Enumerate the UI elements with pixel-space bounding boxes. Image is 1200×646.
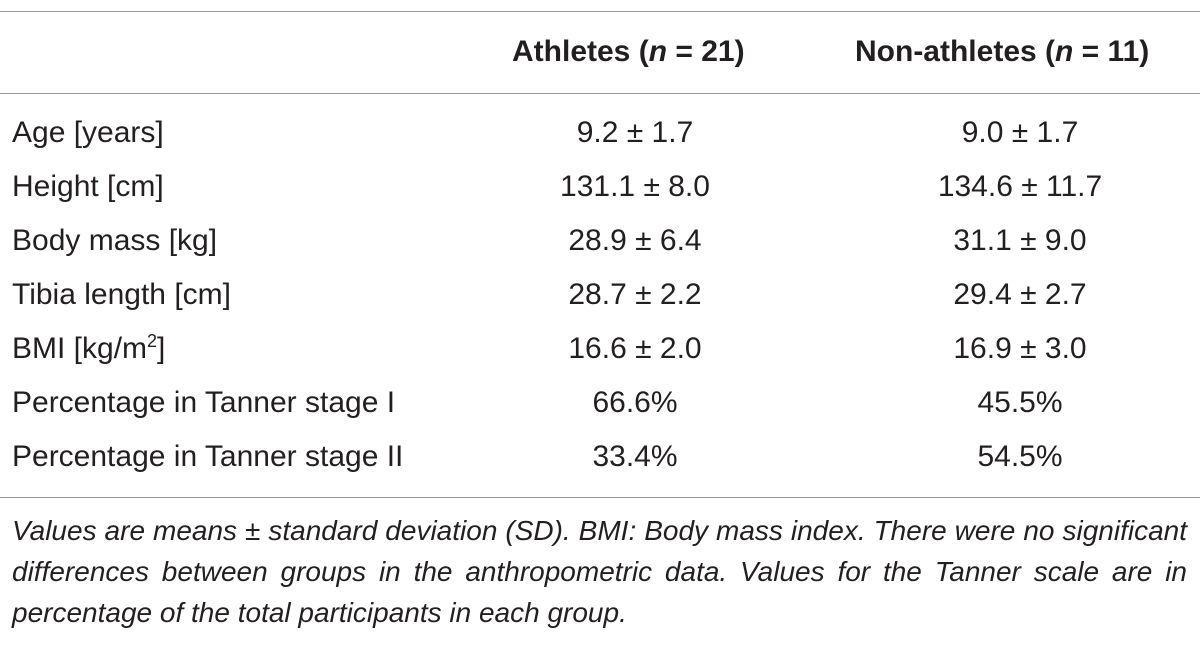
nonathletes-value: 134.6 ± 11.7	[937, 170, 1103, 203]
row-label: Body mass [kg]	[12, 224, 218, 257]
nonathletes-value: 9.0 ± 1.7	[961, 116, 1079, 149]
athletes-value: 16.6 ± 2.0	[568, 332, 702, 365]
table-row: BMI [kg/m2] 16.6 ± 2.0 16.9 ± 3.0	[0, 322, 1200, 376]
nonathletes-value: 54.5%	[977, 440, 1063, 473]
table-row: Tibia length [cm] 28.7 ± 2.2 29.4 ± 2.7	[0, 268, 1200, 322]
athletes-value: 33.4%	[592, 440, 678, 473]
row-label: Percentage in Tanner stage II	[12, 440, 404, 473]
table-row: Age [years] 9.2 ± 1.7 9.0 ± 1.7	[0, 106, 1200, 160]
athletes-value: 9.2 ± 1.7	[576, 116, 694, 149]
table-header-rule	[0, 93, 1200, 94]
athletes-value: 131.1 ± 8.0	[560, 170, 710, 203]
athletes-value: 66.6%	[592, 386, 678, 419]
row-label-text: BMI [kg/m	[12, 332, 148, 365]
column-header-athletes: Athletes (n = 21)	[512, 30, 745, 74]
header-nonathletes-count: = 11)	[1073, 35, 1150, 68]
nonathletes-value: 31.1 ± 9.0	[953, 224, 1087, 257]
table-row: Percentage in Tanner stage I 66.6% 45.5%	[0, 376, 1200, 430]
row-label-suffix: ]	[157, 332, 166, 365]
athletes-value: 28.7 ± 2.2	[568, 278, 702, 311]
header-athletes-count: = 21)	[667, 35, 745, 68]
nonathletes-value: 29.4 ± 2.7	[953, 278, 1087, 311]
table-row: Height [cm] 131.1 ± 8.0 134.6 ± 11.7	[0, 160, 1200, 214]
row-label-superscript: 2	[147, 331, 158, 351]
header-nonathletes-n: n	[1055, 35, 1074, 68]
table-top-rule	[0, 11, 1200, 12]
table-row: Percentage in Tanner stage II 33.4% 54.5…	[0, 430, 1200, 484]
row-label: BMI [kg/m2]	[12, 322, 165, 376]
header-nonathletes-prefix: Non-athletes (	[855, 35, 1056, 68]
athletes-value: 28.9 ± 6.4	[568, 224, 702, 257]
row-label: Age [years]	[12, 116, 164, 149]
row-label: Tibia length [cm]	[12, 278, 231, 311]
table-footnote: Values are means ± standard deviation (S…	[12, 515, 1187, 628]
header-athletes-prefix: Athletes (	[512, 35, 649, 68]
row-label: Percentage in Tanner stage I	[12, 386, 396, 419]
table-row: Body mass [kg] 28.9 ± 6.4 31.1 ± 9.0	[0, 214, 1200, 268]
table-bottom-rule	[0, 497, 1200, 498]
nonathletes-value: 45.5%	[977, 386, 1063, 419]
nonathletes-value: 16.9 ± 3.0	[953, 332, 1087, 365]
column-header-nonathletes: Non-athletes (n = 11)	[855, 30, 1149, 74]
header-athletes-n: n	[648, 35, 668, 68]
row-label: Height [cm]	[12, 170, 164, 203]
